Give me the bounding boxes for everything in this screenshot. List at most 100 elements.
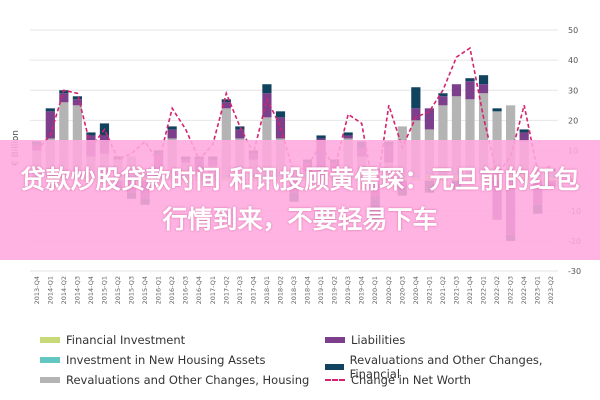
bar-segment bbox=[167, 129, 177, 139]
bar-segment bbox=[478, 84, 489, 94]
x-tick-label: 2019-Q4 bbox=[358, 276, 366, 304]
legend-swatch bbox=[40, 337, 60, 343]
legend-label: Revaluations and Other Changes, Financia… bbox=[349, 353, 543, 381]
x-tick-label: 2016-Q3 bbox=[182, 276, 190, 304]
bar-segment bbox=[59, 102, 69, 175]
overlay-banner: 贷款炒股贷款时间 和讯投顾黄儒琛：元旦前的红包行情到来，不要轻易下车 bbox=[0, 140, 600, 260]
legend-label: Financial Investment bbox=[66, 333, 186, 347]
legend-item: Revaluations and Other Changes, Financia… bbox=[325, 353, 580, 381]
legend-item: Liabilities bbox=[325, 333, 405, 347]
bar-segment bbox=[438, 96, 448, 106]
bar-segment bbox=[275, 111, 286, 118]
legend-label: Investment in New Housing Assets bbox=[66, 353, 266, 367]
legend-label: Change in Net Worth bbox=[351, 373, 471, 387]
x-tick-label: 2020-Q4 bbox=[412, 276, 420, 304]
bar-segment bbox=[262, 93, 272, 118]
x-tick-label: 2021-Q3 bbox=[452, 276, 460, 304]
x-tick-label: 2017-Q1 bbox=[209, 276, 217, 304]
y-tick-label: 50 bbox=[568, 26, 578, 35]
x-tick-label: 2018-Q3 bbox=[290, 276, 298, 304]
x-tick-label: 2021-Q4 bbox=[466, 276, 474, 304]
bar-segment bbox=[519, 129, 529, 133]
bar-segment bbox=[478, 75, 489, 85]
bar-segment bbox=[221, 99, 231, 103]
y-tick-label: 40 bbox=[568, 56, 578, 65]
bar-segment bbox=[411, 108, 421, 121]
bar-segment bbox=[343, 132, 353, 136]
legend: Financial Investment Liabilities Investmen… bbox=[40, 333, 580, 397]
bar-segment bbox=[465, 78, 475, 82]
x-tick-label: 2015-Q4 bbox=[141, 276, 149, 304]
x-tick-label: 2020-Q3 bbox=[398, 276, 406, 304]
x-tick-label: 2022-Q4 bbox=[520, 276, 528, 304]
legend-swatch bbox=[40, 377, 60, 383]
x-tick-label: 2018-Q1 bbox=[263, 276, 271, 304]
legend-swatch bbox=[325, 379, 345, 381]
x-tick-label: 2015-Q1 bbox=[100, 276, 108, 304]
bar-segment bbox=[59, 93, 69, 103]
x-tick-label: 2014-Q2 bbox=[60, 276, 68, 304]
bar-segment bbox=[519, 132, 529, 142]
x-tick-label: 2017-Q4 bbox=[249, 276, 257, 304]
x-tick-label: 2022-Q2 bbox=[493, 276, 501, 304]
x-tick-label: 2014-Q4 bbox=[87, 276, 95, 304]
x-tick-label: 2018-Q2 bbox=[276, 276, 284, 304]
bar-segment bbox=[451, 96, 462, 172]
bar-segment bbox=[438, 105, 448, 172]
bar-segment bbox=[465, 99, 475, 172]
bar-segment bbox=[465, 81, 475, 100]
x-tick-label: 2020-Q2 bbox=[385, 276, 393, 304]
x-tick-label: 2014-Q3 bbox=[73, 276, 81, 304]
bar-segment bbox=[86, 132, 96, 136]
x-tick-label: 2013-Q4 bbox=[33, 276, 41, 304]
bar-segment bbox=[221, 102, 231, 109]
x-tick-label: 2016-Q2 bbox=[168, 276, 176, 304]
x-tick-label: 2019-Q3 bbox=[344, 276, 352, 304]
x-axis: 2013-Q4 2014-Q1 2014-Q2 2014-Q3 2014-Q4 2015-… bbox=[33, 276, 555, 304]
x-tick-label: 2016-Q1 bbox=[155, 276, 163, 304]
bar-segment bbox=[451, 84, 462, 97]
x-tick-label: 2019-Q1 bbox=[317, 276, 325, 304]
bar-segment bbox=[45, 108, 55, 112]
x-tick-label: 2023-Q2 bbox=[547, 276, 555, 304]
bar-segment bbox=[411, 87, 421, 109]
x-tick-label: 2023-Q1 bbox=[534, 276, 542, 304]
legend-swatch bbox=[325, 337, 345, 343]
bar-segment bbox=[72, 105, 82, 175]
bar-segment bbox=[424, 108, 434, 130]
y-tick-label: -30 bbox=[568, 267, 581, 276]
legend-swatch bbox=[325, 364, 344, 370]
bar-segment bbox=[45, 111, 55, 139]
legend-item: Financial Investment bbox=[40, 333, 185, 347]
bar-segment bbox=[438, 93, 448, 97]
overlay-headline: 贷款炒股贷款时间 和讯投顾黄儒琛：元旦前的红包行情到来，不要轻易下车 bbox=[20, 165, 580, 234]
y-tick-label: 20 bbox=[568, 116, 578, 125]
bar-segment bbox=[343, 135, 353, 139]
x-tick-label: 2015-Q2 bbox=[114, 276, 122, 304]
x-tick-label: 2014-Q1 bbox=[46, 276, 54, 304]
x-tick-label: 2022-Q1 bbox=[480, 276, 488, 304]
bar-segment bbox=[492, 108, 502, 112]
x-tick-label: 2020-Q1 bbox=[371, 276, 379, 304]
x-tick-label: 2019-Q2 bbox=[331, 276, 339, 304]
bar-segment bbox=[235, 129, 245, 139]
bar-segment bbox=[167, 126, 177, 130]
bar-segment bbox=[478, 93, 489, 172]
x-tick-label: 2021-Q1 bbox=[425, 276, 433, 304]
x-tick-label: 2015-Q3 bbox=[128, 276, 136, 304]
legend-label: Revaluations and Other Changes, Housing bbox=[66, 373, 310, 387]
x-tick-label: 2022-Q3 bbox=[507, 276, 515, 304]
legend-swatch bbox=[40, 357, 60, 363]
x-tick-label: 2016-Q4 bbox=[195, 276, 203, 304]
legend-item: Change in Net Worth bbox=[325, 373, 471, 387]
bar-segment bbox=[72, 99, 82, 106]
bar-segment bbox=[316, 135, 326, 139]
x-tick-label: 2021-Q2 bbox=[439, 276, 447, 304]
bar-segment bbox=[72, 96, 82, 100]
legend-item: Investment in New Housing Assets bbox=[40, 353, 266, 367]
bar-segment bbox=[262, 84, 272, 94]
y-tick-label: 30 bbox=[568, 86, 578, 95]
x-tick-label: 2018-Q4 bbox=[304, 276, 312, 304]
bar-segment bbox=[506, 105, 516, 172]
legend-label: Liabilities bbox=[351, 333, 406, 347]
